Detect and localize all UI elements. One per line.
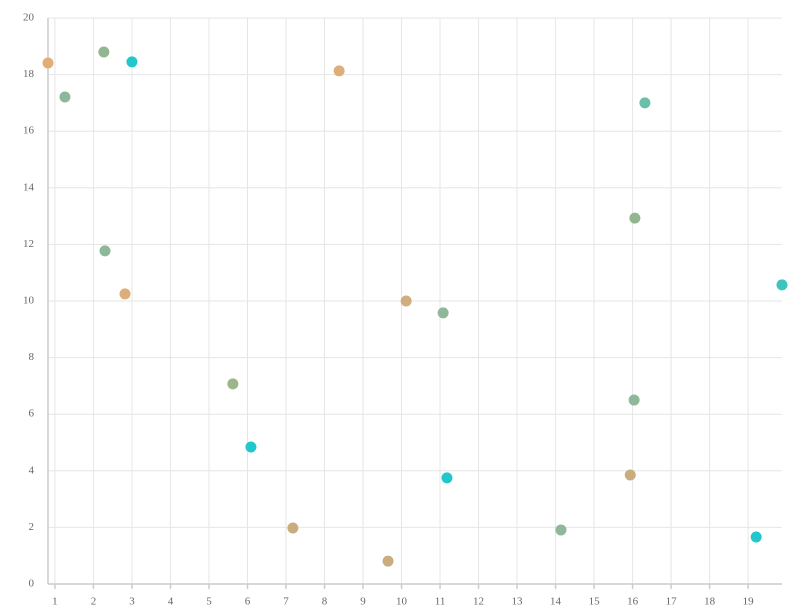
point — [99, 245, 111, 257]
y-tick-label: 20 — [23, 12, 35, 24]
y-tick-label: 10 — [23, 295, 35, 307]
point — [42, 57, 54, 69]
x-tick-label: 5 — [206, 596, 212, 608]
x-tick-label: 2 — [91, 596, 97, 608]
y-tick-label: 12 — [23, 238, 34, 250]
y-tick-label: 6 — [29, 408, 35, 420]
point — [776, 279, 788, 291]
point — [441, 472, 453, 484]
point — [639, 97, 651, 109]
x-tick-label: 4 — [168, 596, 174, 608]
marks — [42, 46, 788, 567]
x-tick-label: 19 — [743, 596, 755, 608]
x-tick-label: 8 — [322, 596, 328, 608]
point — [245, 441, 257, 453]
y-tick-label: 4 — [29, 464, 35, 476]
grid — [48, 17, 782, 589]
y-tick-label: 16 — [23, 125, 35, 137]
point — [750, 531, 762, 543]
point — [98, 46, 110, 58]
point — [437, 307, 449, 319]
y-tick-label: 8 — [29, 351, 35, 363]
x-tick-label: 14 — [550, 596, 562, 608]
point — [59, 91, 71, 103]
point — [382, 555, 394, 567]
point — [126, 56, 138, 68]
point — [400, 295, 412, 307]
x-tick-label: 18 — [704, 596, 716, 608]
point — [227, 378, 239, 390]
y-tick-label: 18 — [23, 68, 35, 80]
y-tick-label: 2 — [29, 521, 35, 533]
point — [119, 288, 131, 300]
x-tick-label: 15 — [589, 596, 601, 608]
x-tick-label: 3 — [129, 596, 135, 608]
y-tick-label: 14 — [23, 181, 35, 193]
x-tick-label: 11 — [435, 596, 446, 608]
x-tick-label: 10 — [396, 596, 408, 608]
x-tick-label: 6 — [245, 596, 251, 608]
point — [555, 524, 567, 536]
point — [624, 469, 636, 481]
x-tick-label: 1 — [52, 596, 58, 608]
x-tick-label: 7 — [283, 596, 289, 608]
point — [629, 212, 641, 224]
x-tick-label: 12 — [473, 596, 484, 608]
x-tick-label: 9 — [360, 596, 366, 608]
point — [333, 65, 345, 77]
y-tick-label: 0 — [29, 578, 35, 590]
x-tick-label: 17 — [666, 596, 678, 608]
x-tick-label: 16 — [627, 596, 639, 608]
point — [287, 522, 299, 534]
point — [628, 394, 640, 406]
x-tick-label: 13 — [512, 596, 524, 608]
